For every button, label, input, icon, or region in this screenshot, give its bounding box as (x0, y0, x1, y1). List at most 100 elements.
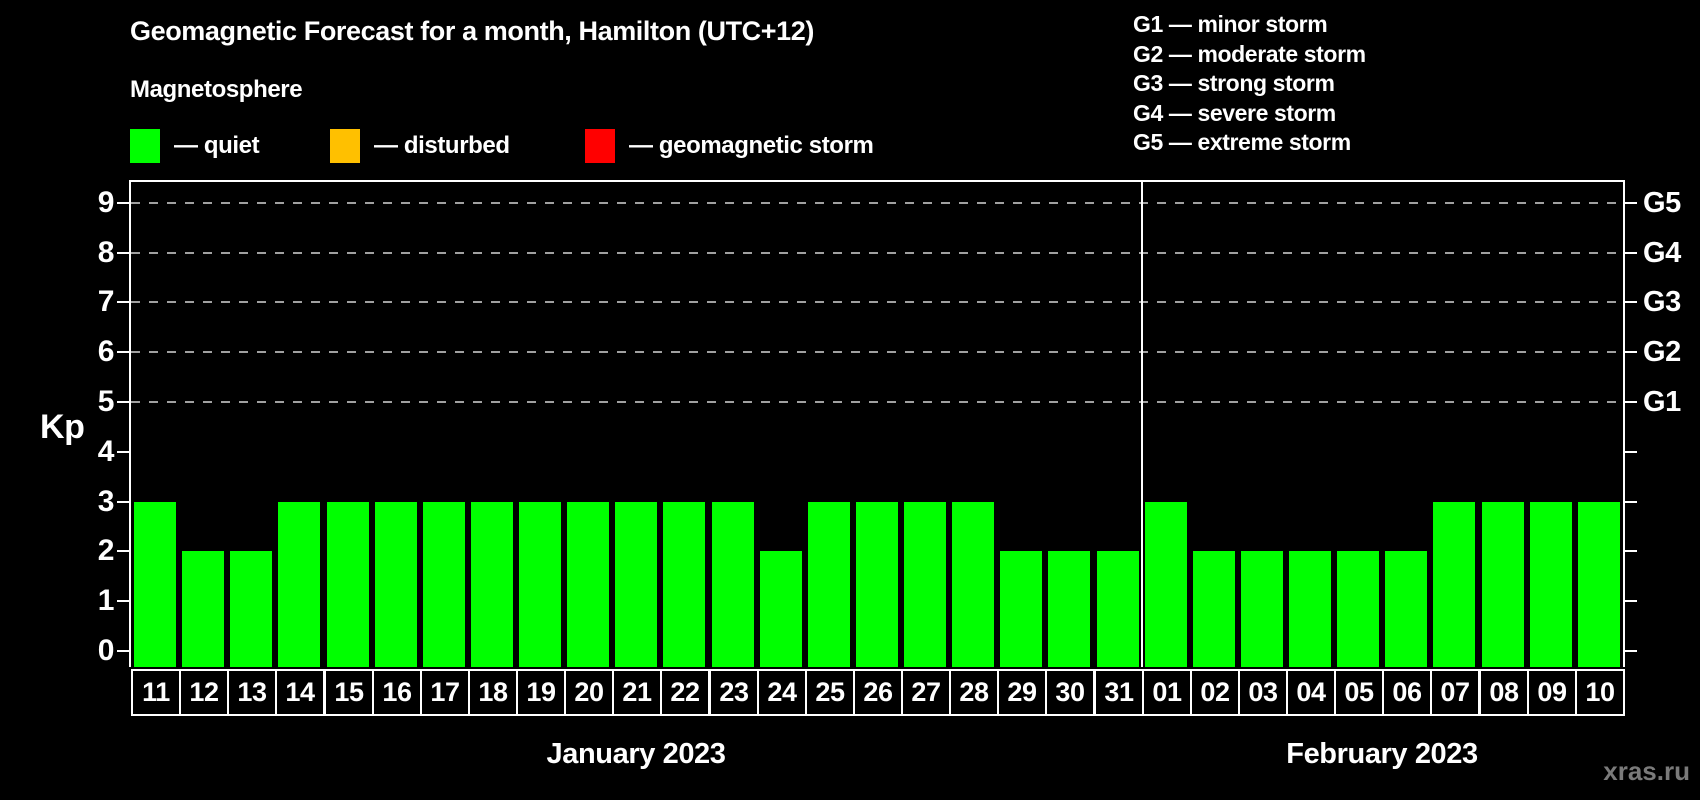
y-axis-tick-right-6 (1623, 351, 1637, 354)
right-axis-label-G2: G2 (1643, 336, 1681, 369)
day-label-box-25: 25 (805, 669, 855, 716)
y-axis-tick-left-1 (117, 600, 131, 603)
right-axis-label-G3: G3 (1643, 286, 1681, 319)
y-axis-tick-label-1: 1 (97, 584, 115, 618)
bar-day-february-10 (1578, 502, 1620, 667)
bar-day-january-31 (1097, 551, 1139, 667)
bar-day-january-18 (471, 502, 513, 667)
day-label-box-30: 30 (1045, 669, 1095, 716)
bar-day-february-05 (1337, 551, 1379, 667)
gridline-kp-5 (131, 401, 1623, 403)
day-label-box-02: 02 (1190, 669, 1240, 716)
y-axis-tick-right-9 (1623, 201, 1637, 204)
day-label-box-16: 16 (372, 669, 422, 716)
bar-day-january-25 (808, 502, 850, 667)
y-axis-tick-left-4 (117, 450, 131, 453)
bar-day-january-21 (615, 502, 657, 667)
y-axis-tick-left-0 (117, 650, 131, 652)
y-axis-tick-right-2 (1623, 550, 1637, 553)
day-label-box-23: 23 (709, 669, 759, 716)
quiet-color-swatch (130, 129, 160, 163)
bar-day-january-13 (230, 551, 272, 667)
bar-day-january-22 (663, 502, 705, 667)
plot-border (129, 180, 1625, 667)
g3-legend-line: G3 — strong storm (1133, 70, 1335, 96)
day-label-box-22: 22 (660, 669, 710, 716)
storm-color-swatch (585, 129, 615, 163)
y-axis-tick-left-2 (117, 550, 131, 553)
y-axis-tick-label-7: 7 (97, 285, 115, 319)
y-axis-tick-left-7 (117, 301, 131, 304)
gridline-kp-8 (131, 251, 1623, 254)
chart-title: Geomagnetic Forecast for a month, Hamilt… (130, 16, 814, 46)
y-axis-tick-left-3 (117, 500, 131, 503)
bar-day-january-11 (134, 502, 176, 667)
bar-day-february-01 (1145, 502, 1187, 667)
bar-day-february-07 (1433, 502, 1475, 667)
magnetosphere-label: Magnetosphere (130, 76, 303, 103)
bar-day-february-09 (1530, 502, 1572, 667)
day-label-box-18: 18 (468, 669, 518, 716)
y-axis-tick-label-0: 0 (97, 634, 115, 667)
day-label-box-17: 17 (420, 669, 470, 716)
day-label-box-11: 11 (131, 669, 181, 716)
g2-legend-line: G2 — moderate storm (1133, 40, 1366, 67)
g1-legend-line: G1 — minor storm (1133, 11, 1328, 37)
disturbed-color-swatch (330, 129, 360, 163)
gridline-kp-6 (131, 351, 1623, 354)
legend-label-quiet: — quiet (174, 132, 260, 159)
y-axis-tick-left-5 (117, 401, 131, 403)
y-axis-tick-right-8 (1623, 251, 1637, 254)
y-axis-tick-right-3 (1623, 500, 1637, 503)
right-axis-label-G4: G4 (1643, 236, 1681, 269)
legend-label-disturbed: — disturbed (374, 132, 510, 159)
day-label-box-15: 15 (324, 669, 374, 716)
watermark-xras: xras.ru (1603, 756, 1690, 786)
day-label-box-04: 04 (1286, 669, 1336, 716)
bar-day-january-29 (1000, 551, 1042, 667)
right-axis-label-G1: G1 (1643, 386, 1681, 418)
legend-label-storm: — geomagnetic storm (629, 132, 874, 159)
bar-day-january-28 (952, 502, 994, 667)
day-label-box-26: 26 (853, 669, 903, 716)
bar-day-january-27 (904, 502, 946, 667)
bar-day-january-19 (519, 502, 561, 667)
day-label-box-21: 21 (612, 669, 662, 716)
day-label-box-19: 19 (516, 669, 566, 716)
y-axis-tick-left-6 (117, 351, 131, 354)
kp-axis-label: Kp (40, 408, 85, 446)
right-axis-label-G5: G5 (1643, 186, 1681, 219)
y-axis-tick-right-4 (1623, 450, 1637, 453)
day-label-box-28: 28 (949, 669, 999, 716)
day-label-box-10: 10 (1575, 669, 1625, 716)
y-axis-tick-label-4: 4 (97, 434, 115, 468)
legend-item-quiet: — quiet (130, 128, 260, 164)
y-axis-tick-label-8: 8 (97, 235, 115, 269)
day-label-box-29: 29 (997, 669, 1047, 716)
bar-day-february-02 (1193, 551, 1235, 667)
day-label-box-31: 31 (1094, 669, 1144, 716)
day-label-box-01: 01 (1142, 669, 1192, 716)
bar-day-february-06 (1385, 551, 1427, 667)
bar-day-january-15 (327, 502, 369, 667)
day-label-box-14: 14 (275, 669, 325, 716)
bar-day-january-12 (182, 551, 224, 667)
bar-day-january-26 (856, 502, 898, 667)
day-label-box-07: 07 (1430, 669, 1480, 716)
month-label-0: January 2023 (546, 738, 726, 770)
bar-day-february-04 (1289, 551, 1331, 667)
day-label-box-09: 09 (1527, 669, 1577, 716)
y-axis-tick-label-6: 6 (97, 335, 115, 369)
legend-item-disturbed: — disturbed (330, 128, 510, 164)
bar-day-january-17 (423, 502, 465, 667)
y-axis-tick-label-3: 3 (97, 484, 115, 518)
day-label-box-06: 06 (1382, 669, 1432, 716)
gridline-kp-7 (131, 301, 1623, 304)
day-label-box-03: 03 (1238, 669, 1288, 716)
gridline-kp-9 (131, 201, 1623, 204)
legend-item-storm: — geomagnetic storm (585, 128, 874, 164)
bar-day-january-14 (278, 502, 320, 667)
y-axis-tick-right-1 (1623, 600, 1637, 603)
bar-day-february-08 (1482, 502, 1524, 667)
